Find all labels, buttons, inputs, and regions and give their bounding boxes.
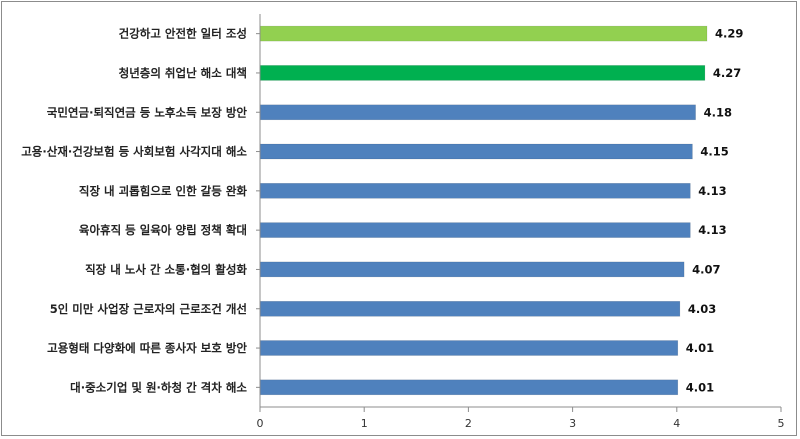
category-label-9: 대·중소기업 및 원·하청 간 격차 해소 — [70, 380, 247, 394]
bar-5 — [259, 222, 691, 238]
bar-8 — [259, 340, 679, 356]
x-tick-label-5: 5 — [778, 417, 785, 430]
value-label-6: 4.07 — [692, 262, 720, 276]
value-label-2: 4.18 — [704, 105, 732, 119]
value-label-9: 4.01 — [686, 380, 714, 394]
value-label-0: 4.29 — [715, 27, 743, 41]
bar-6 — [259, 261, 685, 278]
x-tick-label-4: 4 — [673, 417, 680, 430]
bar-0 — [259, 25, 708, 42]
category-label-8: 고용형태 다양화에 따른 종사자 보호 방안 — [47, 341, 247, 355]
category-label-6: 직장 내 노사 간 소통·협의 활성화 — [85, 262, 247, 276]
bar-2 — [259, 104, 696, 121]
bars-group — [259, 25, 708, 396]
value-label-7: 4.03 — [688, 302, 716, 316]
category-label-3: 고용·산재·건강보험 등 사회보험 사각지대 해소 — [21, 145, 247, 159]
x-tick-label-2: 2 — [465, 417, 472, 430]
value-label-5: 4.13 — [698, 223, 726, 237]
bar-4 — [259, 183, 691, 199]
bar-7 — [259, 300, 681, 317]
value-label-8: 4.01 — [686, 341, 714, 355]
category-label-1: 청년층의 취업난 해소 대책 — [119, 66, 247, 80]
category-label-0: 건강하고 안전한 일터 조성 — [119, 27, 247, 41]
labels-group: 건강하고 안전한 일터 조성 4.29 청년층의 취업난 해소 대책 4.27 국민연금… — [21, 27, 784, 430]
x-tick-label-3: 3 — [569, 417, 576, 430]
bar-3 — [259, 143, 693, 160]
bar-1 — [259, 65, 706, 81]
x-tick-label-1: 1 — [361, 417, 368, 430]
bar-9 — [259, 379, 679, 396]
axes-group — [256, 14, 782, 412]
value-label-4: 4.13 — [698, 184, 726, 198]
category-label-2: 국민연금·퇴직연금 등 노후소득 보장 방안 — [47, 105, 248, 119]
value-label-1: 4.27 — [713, 66, 741, 80]
category-label-4: 직장 내 괴롭힘으로 인한 갈등 완화 — [79, 184, 248, 198]
category-label-5: 육아휴직 등 일육아 양립 정책 확대 — [79, 223, 247, 237]
x-tick-label-0: 0 — [257, 417, 264, 430]
category-label-7: 5인 미만 사업장 근로자의 근로조건 개선 — [50, 302, 247, 316]
value-label-3: 4.15 — [700, 145, 728, 159]
